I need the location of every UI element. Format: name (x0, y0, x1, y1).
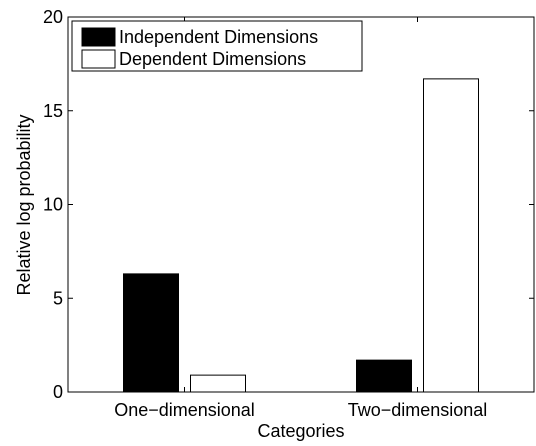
bar-independent-0 (123, 273, 179, 393)
x-tick-label-0: One−dimensional (114, 400, 255, 420)
legend-swatch-0 (81, 27, 116, 47)
y-tick-label-1: 5 (53, 288, 63, 308)
y-tick-label-3: 15 (43, 101, 63, 121)
y-tick-label-0: 0 (53, 382, 63, 402)
y-tick-label-4: 20 (43, 7, 63, 27)
legend-label-0: Independent Dimensions (119, 27, 318, 47)
bar-independent-1 (356, 359, 412, 393)
bar-dependent-1 (423, 78, 479, 393)
legend-label-1: Dependent Dimensions (119, 49, 306, 69)
legend-swatch-1 (81, 49, 116, 69)
bar-dependent-0 (190, 374, 246, 393)
ticks: 0 5 10 15 20 One−dimensional Two−dimensional (43, 7, 534, 420)
y-tick-label-2: 10 (43, 195, 63, 215)
x-axis-title: Categories (257, 421, 344, 441)
x-tick-label-1: Two−dimensional (348, 400, 488, 420)
legend-box (71, 20, 363, 72)
bars (123, 78, 479, 393)
y-axis-title: Relative log probability (14, 114, 34, 295)
